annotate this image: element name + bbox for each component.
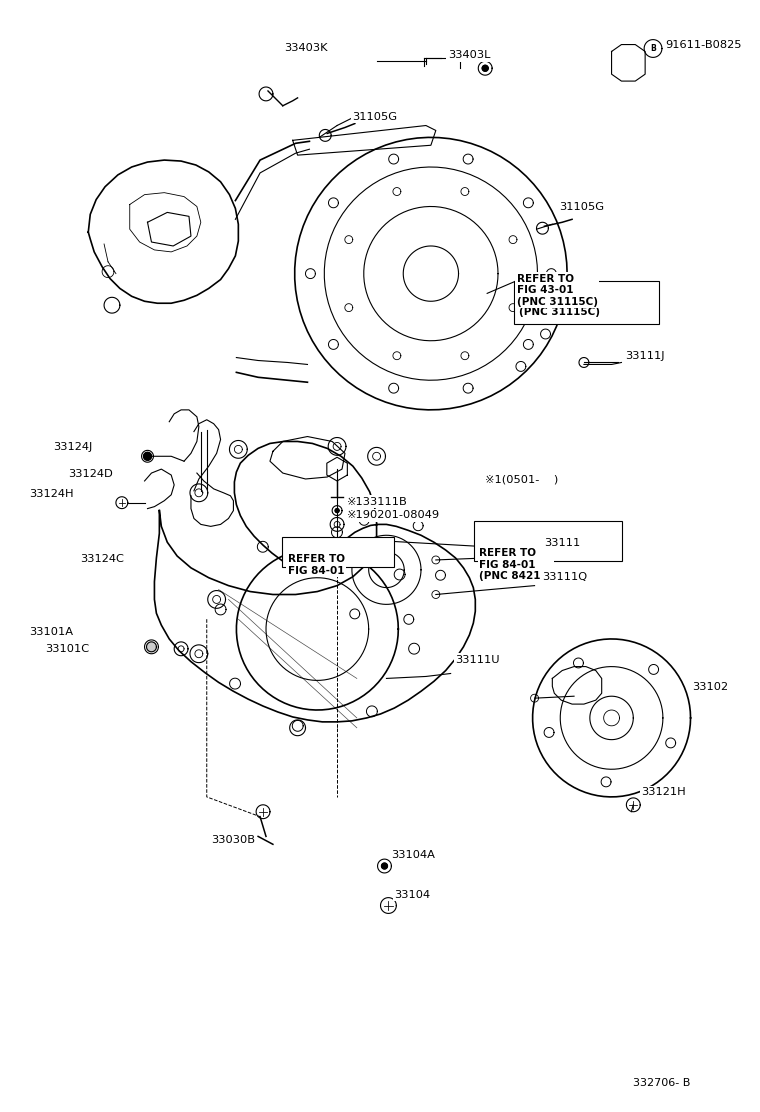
- FancyBboxPatch shape: [282, 537, 394, 567]
- Text: 33104: 33104: [394, 890, 430, 900]
- Text: 33111Q: 33111Q: [543, 572, 587, 582]
- Text: 91611-B0825: 91611-B0825: [665, 40, 742, 50]
- Text: 33101C: 33101C: [45, 644, 89, 654]
- Text: REFER TO
FIG 43-01
(PNC 31115C): REFER TO FIG 43-01 (PNC 31115C): [519, 284, 600, 317]
- Polygon shape: [382, 863, 388, 868]
- Text: 33102: 33102: [692, 683, 729, 693]
- Text: ※190201-08049: ※190201-08049: [347, 510, 440, 520]
- Polygon shape: [483, 66, 488, 71]
- Text: REFER TO
FIG 84-01: REFER TO FIG 84-01: [288, 554, 345, 576]
- Text: 33111J: 33111J: [625, 350, 665, 360]
- Text: ※1(0501-    ): ※1(0501- ): [485, 475, 559, 485]
- Text: 33030B: 33030B: [211, 835, 255, 845]
- Text: 31105G: 31105G: [352, 111, 397, 121]
- Text: REFER TO
FIG 84-01
(PNC 84210): REFER TO FIG 84-01 (PNC 84210): [480, 548, 553, 582]
- Text: 33403L: 33403L: [448, 50, 490, 60]
- Polygon shape: [144, 453, 151, 460]
- Text: 31105G: 31105G: [559, 202, 604, 212]
- Text: 332706- B: 332706- B: [633, 1079, 691, 1089]
- Text: 33124H: 33124H: [29, 489, 74, 499]
- Text: 33111U: 33111U: [455, 655, 500, 665]
- Text: B: B: [650, 44, 656, 53]
- Text: REFER TO
FIG 43-01
(PNC 31115C): REFER TO FIG 43-01 (PNC 31115C): [517, 274, 598, 307]
- Polygon shape: [147, 642, 157, 652]
- Text: ※133111B: ※133111B: [347, 497, 407, 507]
- Text: 33403K: 33403K: [283, 43, 328, 53]
- Text: 33121H: 33121H: [641, 787, 686, 797]
- Text: 33101A: 33101A: [29, 627, 73, 637]
- Text: 33111: 33111: [544, 538, 581, 548]
- Text: 33104A: 33104A: [391, 850, 435, 860]
- Text: 33124J: 33124J: [52, 443, 92, 453]
- Text: 33124C: 33124C: [81, 554, 124, 564]
- FancyBboxPatch shape: [514, 280, 659, 324]
- Text: 33124D: 33124D: [68, 469, 113, 479]
- FancyBboxPatch shape: [474, 522, 622, 560]
- Polygon shape: [335, 508, 339, 513]
